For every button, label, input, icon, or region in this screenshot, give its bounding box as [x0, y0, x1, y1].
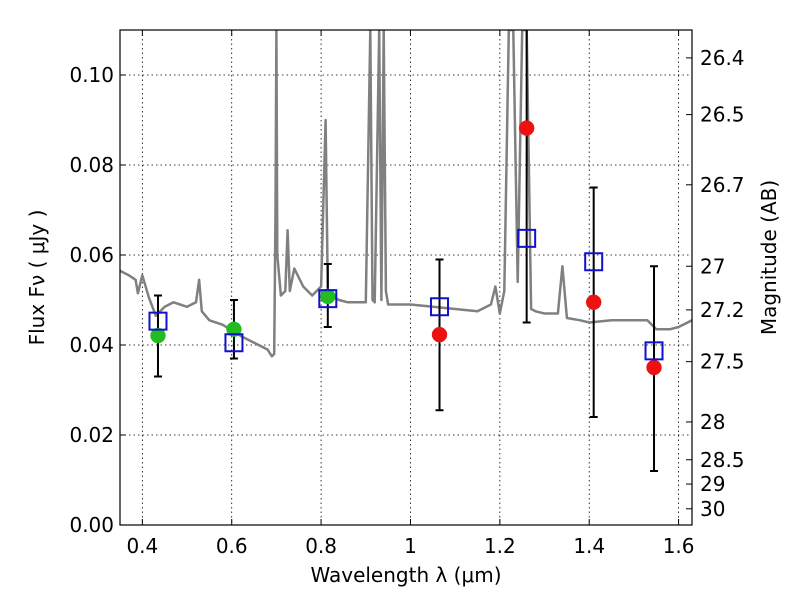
error-bars	[153, 30, 659, 472]
mag-tick-label: 26.5	[700, 103, 745, 127]
mag-tick-label: 29	[700, 472, 725, 496]
y-tick-label: 0.06	[69, 243, 114, 267]
y-axis-right-label: Magnitude (AB)	[757, 180, 781, 335]
x-axis-label: Wavelength λ (μm)	[310, 563, 501, 587]
model-spectrum	[120, 30, 692, 358]
mag-tick-label: 28	[700, 410, 725, 434]
x-tick-label: 1	[404, 534, 417, 558]
blue-square-point	[644, 341, 664, 361]
x-tick-label: 1.2	[484, 534, 516, 558]
x-tick-label: 0.4	[126, 534, 158, 558]
mag-tick-label: 27.2	[700, 298, 745, 322]
x-tick-label: 1.4	[573, 534, 605, 558]
mag-tick-label: 27.5	[700, 350, 745, 374]
blue-square-point	[584, 252, 604, 272]
mag-tick-label: 27	[700, 254, 725, 278]
red-point	[646, 359, 662, 376]
y-tick-label: 0.04	[69, 333, 114, 357]
red-point	[518, 120, 535, 136]
spectrum-line	[120, 30, 692, 358]
y-tick-label: 0.02	[69, 423, 114, 447]
plot-frame	[119, 29, 693, 526]
data-markers	[148, 120, 664, 376]
red-point	[431, 326, 448, 343]
blue-square-point	[430, 297, 450, 317]
mag-tick-label: 26.7	[700, 173, 745, 197]
blue-square-point	[148, 311, 168, 331]
mag-tick-label: 28.5	[700, 448, 745, 472]
x-tick-label: 0.6	[216, 534, 248, 558]
x-tick-label: 0.8	[305, 534, 337, 558]
y-axis-label: Flux Fν ( μJy )	[25, 210, 49, 346]
green-point	[150, 327, 166, 344]
blue-square-point	[318, 289, 338, 309]
mag-tick-label: 26.4	[700, 46, 745, 70]
grid	[120, 30, 692, 526]
x-tick-label: 1.6	[663, 534, 695, 558]
y-tick-label: 0.00	[69, 513, 114, 537]
y-tick-label: 0.08	[69, 153, 114, 177]
blue-square-point	[224, 333, 244, 353]
blue-square-point	[517, 228, 537, 248]
green-point	[226, 321, 242, 337]
axis-ticks: 0.4 0.6 0.8 1 1.2 1.4 1.6 0.00 0.02 0.04 0.06 0.08 0…	[69, 30, 745, 558]
red-point	[585, 294, 602, 310]
y-tick-label: 0.10	[69, 63, 114, 87]
mag-tick-label: 30	[700, 497, 725, 521]
